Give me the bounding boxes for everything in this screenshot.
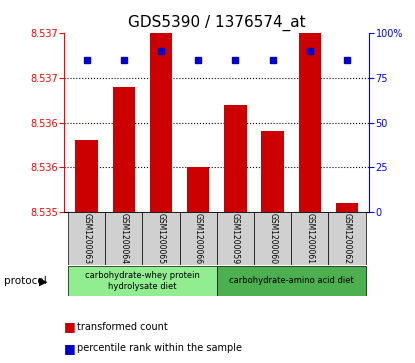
Title: GDS5390 / 1376574_at: GDS5390 / 1376574_at [128, 15, 306, 31]
Bar [150, 33, 172, 212]
FancyBboxPatch shape [105, 212, 142, 265]
FancyBboxPatch shape [180, 212, 217, 265]
Text: carbohydrate-amino acid diet: carbohydrate-amino acid diet [229, 277, 354, 285]
Text: GSM1200063: GSM1200063 [82, 213, 91, 264]
Text: GSM1200064: GSM1200064 [120, 213, 128, 264]
FancyBboxPatch shape [217, 266, 366, 296]
Text: GSM1200061: GSM1200061 [305, 213, 314, 264]
FancyBboxPatch shape [68, 266, 217, 296]
FancyBboxPatch shape [142, 212, 180, 265]
Text: carbohydrate-whey protein
hydrolysate diet: carbohydrate-whey protein hydrolysate di… [85, 271, 200, 291]
Text: GSM1200066: GSM1200066 [194, 213, 203, 264]
Text: GSM1200059: GSM1200059 [231, 213, 240, 264]
Bar [113, 86, 135, 212]
FancyBboxPatch shape [291, 212, 328, 265]
Bar [299, 33, 321, 212]
FancyBboxPatch shape [68, 212, 105, 265]
FancyBboxPatch shape [254, 212, 291, 265]
Bar [224, 105, 247, 212]
Text: percentile rank within the sample: percentile rank within the sample [77, 343, 242, 354]
Bar [187, 167, 210, 212]
FancyBboxPatch shape [217, 212, 254, 265]
Text: transformed count: transformed count [77, 322, 168, 332]
Text: ▶: ▶ [39, 276, 48, 286]
Text: protocol: protocol [4, 276, 47, 286]
Text: GSM1200065: GSM1200065 [156, 213, 166, 264]
Text: ■: ■ [64, 320, 76, 333]
Bar [76, 140, 98, 212]
Bar [261, 131, 284, 212]
Text: GSM1200062: GSM1200062 [342, 213, 352, 264]
Text: ■: ■ [64, 342, 76, 355]
FancyBboxPatch shape [328, 212, 366, 265]
Text: GSM1200060: GSM1200060 [268, 213, 277, 264]
Bar [336, 203, 358, 212]
